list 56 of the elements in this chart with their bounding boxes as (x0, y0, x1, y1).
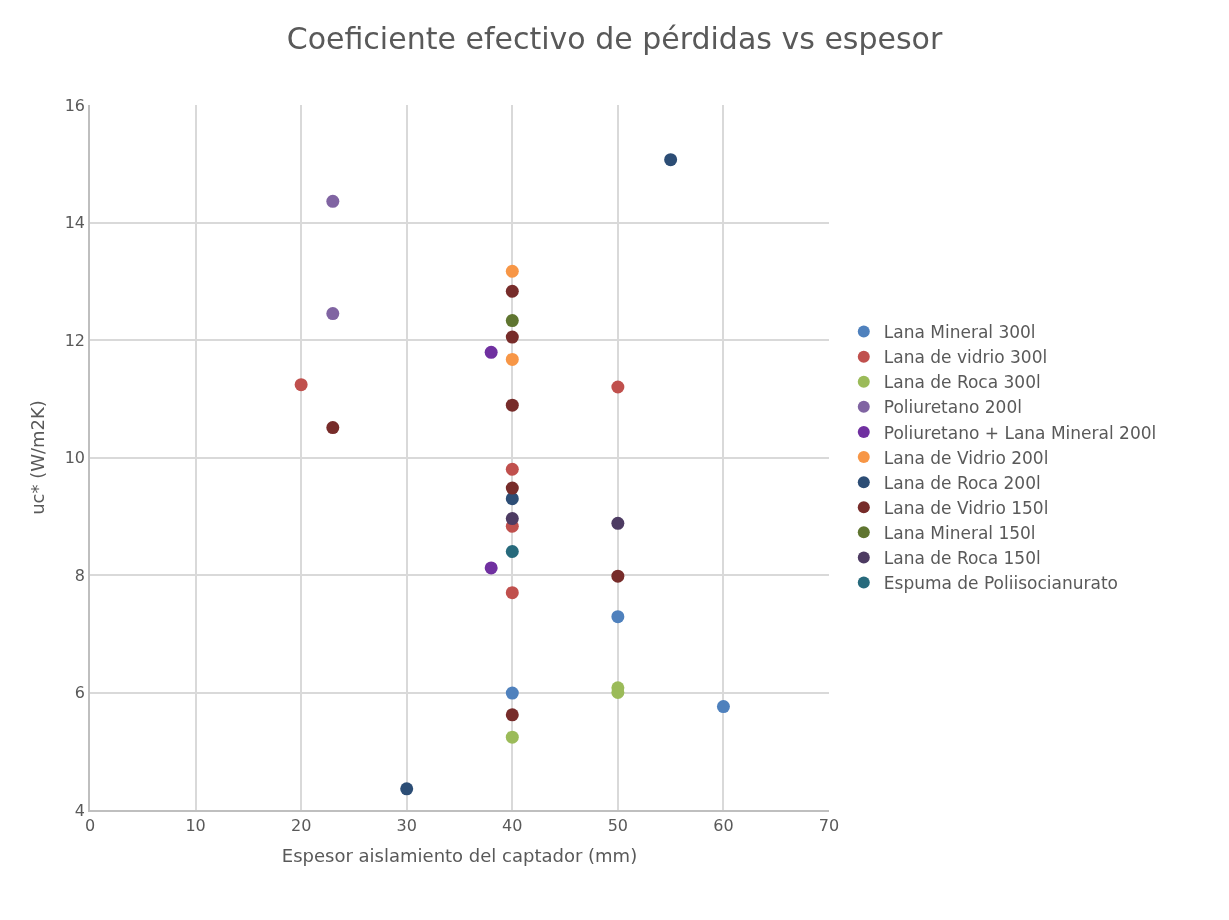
point (505, 330, 519, 344)
point (505, 586, 519, 600)
x-axis-title: Espesor aislamiento del captador (mm) (281, 844, 638, 866)
y-tick-label: 8 (74, 565, 86, 585)
point (326, 421, 340, 435)
point (611, 569, 625, 583)
point (326, 194, 340, 208)
point (505, 264, 519, 278)
point (505, 352, 519, 366)
x-tick-label: 0 (84, 815, 96, 835)
y-tick-label: 12 (64, 330, 86, 350)
x-tick-label: 60 (713, 815, 734, 835)
x-tick-label: 50 (607, 815, 629, 835)
point (505, 284, 519, 298)
y-tick-label: 4 (74, 800, 86, 820)
point (611, 380, 625, 394)
legend-label: Lana Mineral 150l (883, 522, 1036, 543)
legend-label: Poliuretano + Lana Mineral 200l (883, 422, 1157, 443)
legend-label: Lana de Roca 150l (883, 548, 1041, 569)
point (326, 307, 340, 321)
x-tick-label: 20 (290, 815, 312, 835)
point (505, 398, 519, 412)
point (716, 700, 730, 714)
point (611, 516, 625, 530)
point (484, 345, 498, 359)
legend-label: Espuma de Poliisocianurato (883, 573, 1118, 594)
point (484, 561, 498, 575)
legend-label: Lana de vidrio 300l (883, 347, 1048, 368)
point (505, 512, 519, 526)
point (505, 708, 519, 722)
legend-label: Lana de Vidrio 200l (883, 447, 1049, 468)
point (664, 153, 678, 167)
point (505, 462, 519, 476)
chart-title: Coeficiente efectivo de pérdidas vs espesor (286, 20, 943, 56)
legend-label: Poliuretano 200l (883, 397, 1022, 418)
point (505, 314, 519, 328)
legend-label: Lana de Roca 200l (883, 472, 1041, 493)
y-tick-label: 6 (74, 683, 86, 703)
x-tick-label: 70 (818, 815, 840, 835)
point (505, 545, 519, 558)
legend-label: Lana de Roca 300l (883, 372, 1041, 393)
point (611, 610, 625, 624)
y-axis-title: uc* (W/m2K) (27, 400, 49, 515)
y-tick-label: 16 (64, 95, 86, 115)
point (505, 481, 519, 495)
point (400, 782, 414, 796)
point (505, 686, 519, 700)
y-tick-label: 14 (64, 213, 86, 233)
x-tick-label: 10 (185, 815, 206, 835)
point (505, 730, 519, 744)
x-tick-label: 30 (396, 815, 417, 835)
y-tick-label: 10 (64, 448, 86, 468)
legend-label: Lana de Vidrio 150l (883, 497, 1049, 518)
point (294, 378, 308, 392)
legend-label: Lana Mineral 300l (883, 322, 1036, 343)
x-tick-label: 40 (502, 815, 523, 835)
